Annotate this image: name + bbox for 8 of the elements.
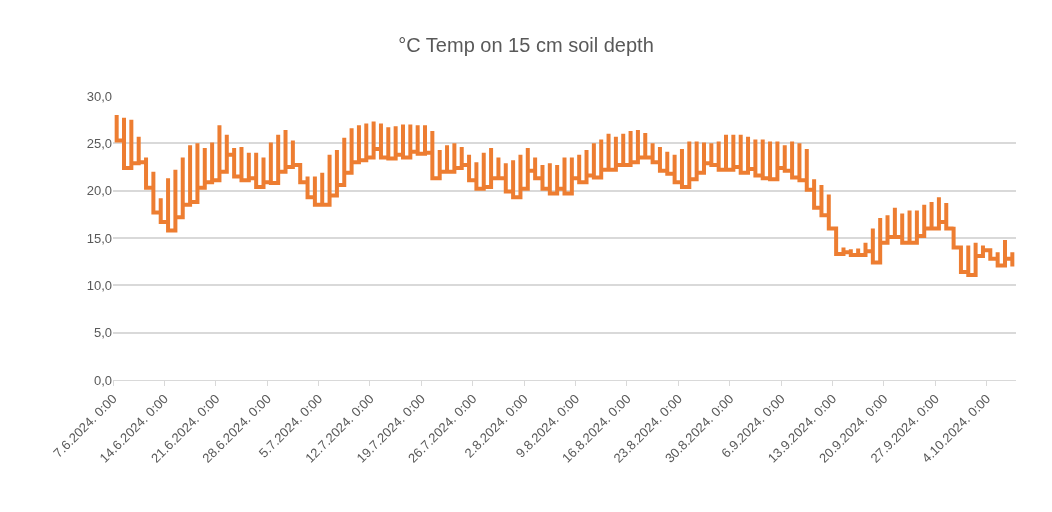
y-tick-label: 25,0 bbox=[86, 135, 112, 151]
y-tick-label: 30,0 bbox=[86, 88, 112, 104]
y-tick-label: 15,0 bbox=[86, 230, 112, 246]
chart-title: °C Temp on 15 cm soil depth bbox=[398, 34, 654, 57]
y-tick-label: 0,0 bbox=[93, 372, 112, 388]
y-tick-label: 10,0 bbox=[86, 277, 112, 293]
y-tick-label: 5,0 bbox=[93, 325, 112, 341]
y-tick-label: 20,0 bbox=[86, 183, 112, 199]
